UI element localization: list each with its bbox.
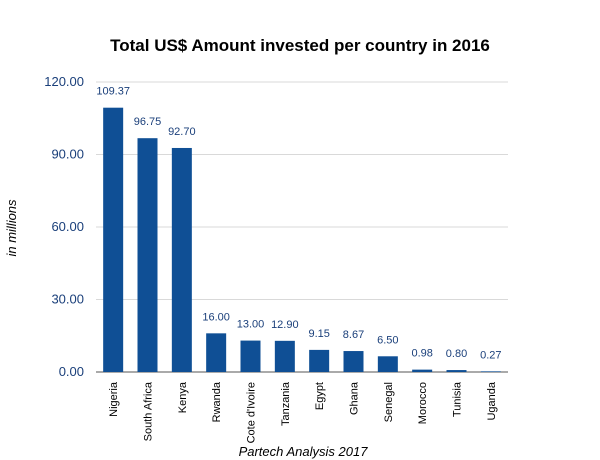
category-label: Kenya — [177, 381, 189, 413]
data-label: 0.98 — [411, 348, 432, 360]
data-label: 8.67 — [343, 329, 364, 341]
category-label: Tunisia — [452, 381, 464, 417]
bar — [343, 351, 364, 372]
data-label: 92.70 — [168, 126, 196, 138]
y-tick-label: 60.00 — [51, 219, 84, 234]
data-label: 16.00 — [202, 311, 230, 323]
bar — [377, 356, 398, 372]
bar — [206, 333, 227, 372]
bar — [103, 107, 124, 373]
data-label: 109.37 — [96, 86, 130, 98]
bar — [274, 340, 295, 372]
bar — [137, 138, 158, 372]
category-label: Uganda — [486, 381, 498, 420]
data-labels: 109.37 96.75 92.70 16.00 13.00 12.90 9.15 8.67 6… — [96, 86, 501, 362]
gridlines — [96, 81, 508, 373]
y-tick-label: 0.00 — [59, 364, 84, 379]
data-label: 6.50 — [377, 334, 398, 346]
bar — [412, 369, 433, 372]
category-label: Morocco — [417, 382, 429, 424]
category-label: Senegal — [383, 382, 395, 422]
y-tick-label: 30.00 — [51, 292, 84, 307]
category-label: Tanzania — [280, 381, 292, 426]
category-label: Egypt — [314, 382, 326, 410]
bars — [103, 107, 501, 373]
data-label: 12.90 — [271, 319, 299, 331]
bar — [309, 349, 330, 372]
category-label: Cote d'Ivoire — [246, 382, 258, 443]
category-label: Rwanda — [211, 381, 223, 422]
category-label: Nigeria — [108, 381, 120, 417]
y-axis-label: in millions — [4, 199, 19, 257]
data-label: 0.80 — [446, 348, 467, 360]
category-label: Ghana — [349, 381, 361, 415]
bar — [240, 340, 261, 372]
x-axis-categories: Nigeria South Africa Kenya Rwanda Cote d'Ivo… — [108, 381, 498, 443]
category-label: South Africa — [143, 381, 155, 441]
y-tick-label: 90.00 — [51, 147, 84, 162]
bar — [480, 371, 501, 372]
bar — [171, 147, 192, 372]
y-tick-label: 120.00 — [44, 74, 84, 89]
chart-title: Total US$ Amount invested per country in… — [110, 36, 490, 55]
data-label: 0.27 — [480, 349, 501, 361]
bar — [446, 370, 467, 372]
data-label: 9.15 — [308, 328, 329, 340]
y-axis-ticks: 0.00 30.00 60.00 90.00 120.00 — [44, 74, 84, 379]
data-label: 13.00 — [237, 319, 265, 331]
data-label: 96.75 — [134, 116, 162, 128]
x-axis-label: Partech Analysis 2017 — [239, 444, 369, 459]
